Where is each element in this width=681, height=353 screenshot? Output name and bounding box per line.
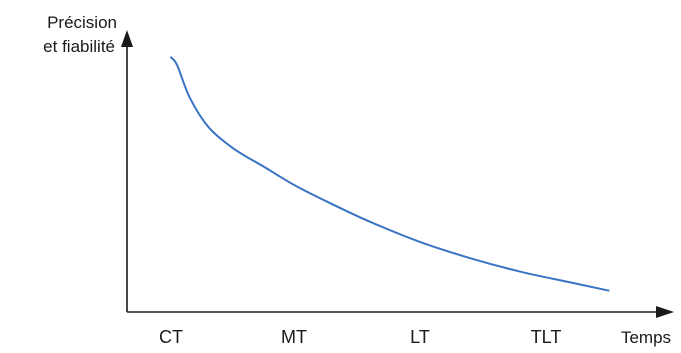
series-line (170, 56, 610, 292)
x-tick-label-ct: CT (159, 327, 183, 347)
x-tick-label-tlt: TLT (531, 327, 562, 347)
x-axis-arrow (656, 306, 674, 318)
x-tick-label-mt: MT (281, 327, 307, 347)
y-axis-label-line-2: et fiabilité (43, 37, 115, 56)
y-axis-arrow (121, 30, 133, 47)
x-tick-label-lt: LT (410, 327, 430, 347)
y-axis-label-line-1: Précision (47, 13, 117, 32)
x-axis-label: Temps (621, 328, 671, 347)
